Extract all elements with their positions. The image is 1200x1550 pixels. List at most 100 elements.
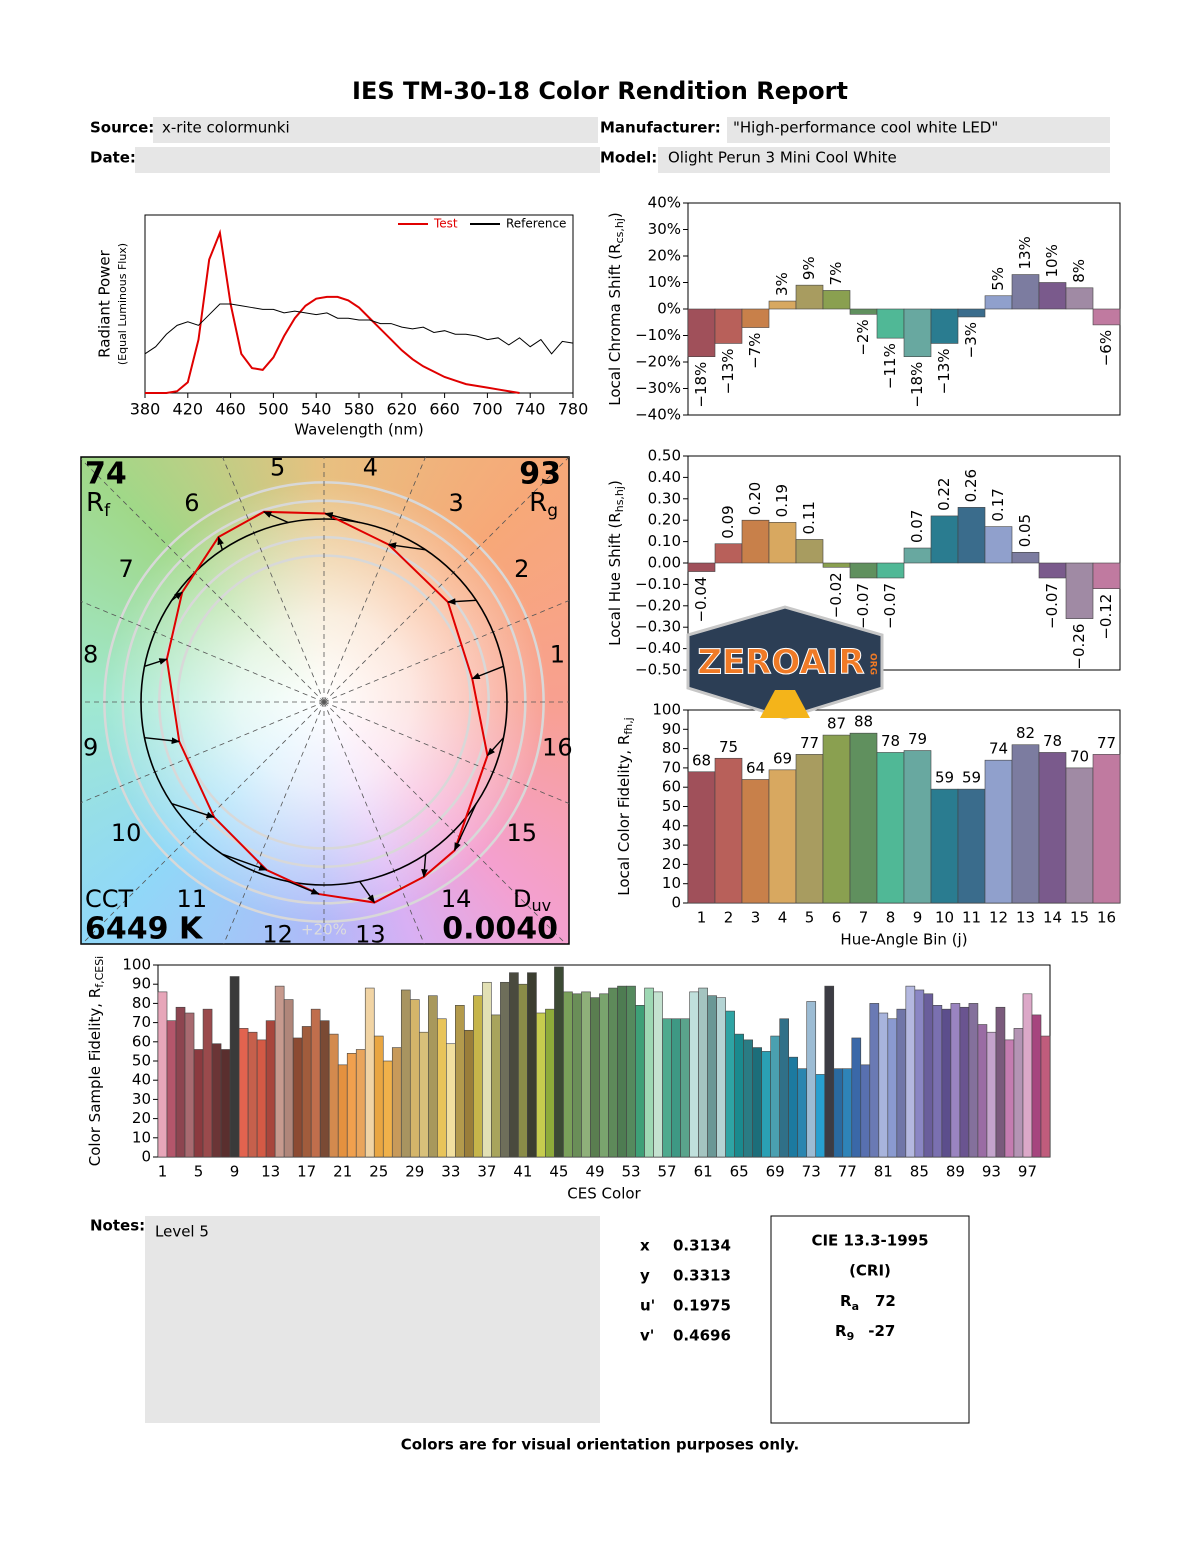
bar xyxy=(437,1018,447,1158)
x-tick-label: 780 xyxy=(558,400,589,419)
x-tick-label: 29 xyxy=(405,1163,424,1181)
bar xyxy=(157,991,168,1158)
bar xyxy=(957,788,986,904)
bin-label: 8 xyxy=(83,641,98,669)
shift-arrow xyxy=(222,853,268,871)
value-label: 0.09 xyxy=(719,505,737,538)
bar xyxy=(849,732,878,904)
bar xyxy=(1038,282,1067,310)
y-tick-label: 20 xyxy=(662,855,681,873)
bar xyxy=(707,995,717,1158)
bar xyxy=(849,308,878,315)
value-label: −13% xyxy=(935,348,953,394)
x-tick-label: 33 xyxy=(441,1163,460,1181)
bin-label: 16 xyxy=(542,733,573,761)
y-tick-label: 100 xyxy=(652,701,681,719)
bar xyxy=(851,1037,862,1158)
bin-label: 11 xyxy=(177,885,208,913)
bar xyxy=(687,562,716,572)
y-tick-label: −20% xyxy=(635,353,681,371)
y-tick-label: 40% xyxy=(648,194,681,212)
x-tick-label: 620 xyxy=(387,400,418,419)
x-tick-label: 660 xyxy=(429,400,460,419)
duv-letter: D xyxy=(513,885,531,913)
shift-arrow xyxy=(144,658,168,667)
bar xyxy=(635,1005,645,1158)
bar xyxy=(238,1028,249,1158)
y-tick-label: 70 xyxy=(132,1013,151,1031)
bar xyxy=(211,1043,222,1158)
value-label: −0.26 xyxy=(1070,624,1088,670)
notes-box xyxy=(145,1216,600,1423)
bar xyxy=(822,562,851,568)
bar xyxy=(364,987,375,1158)
field-value: Olight Perun 3 Mini Cool White xyxy=(668,149,897,167)
value-label: 13% xyxy=(1016,236,1034,269)
bar xyxy=(256,1039,267,1158)
x-tick-label: 77 xyxy=(838,1163,857,1181)
bar xyxy=(930,788,959,904)
x-tick-label: 740 xyxy=(515,400,546,419)
x-tick-label: 540 xyxy=(301,400,332,419)
bar xyxy=(491,1014,501,1158)
bar xyxy=(752,1047,762,1158)
value-label: −0.07 xyxy=(1043,583,1061,629)
y-tick-label: 30 xyxy=(662,836,681,854)
bar xyxy=(274,985,285,1158)
bar xyxy=(743,1039,753,1158)
bar xyxy=(626,985,636,1158)
shift-arrow xyxy=(447,598,477,605)
bar xyxy=(581,991,591,1158)
value-label: 0.17 xyxy=(989,488,1007,521)
label-main: Local Chroma Shift (R xyxy=(606,243,624,405)
chroma-value: 0.3313 xyxy=(673,1267,731,1285)
plot-frame xyxy=(144,214,574,394)
bar xyxy=(1092,754,1121,904)
cri-r9: R9 -27 xyxy=(835,1322,895,1344)
bar xyxy=(382,1060,393,1158)
bar xyxy=(795,539,824,564)
bar xyxy=(1004,1039,1015,1158)
x-tick-label: 21 xyxy=(333,1163,352,1181)
notes-text: Level 5 xyxy=(155,1223,209,1241)
bar xyxy=(941,1008,952,1158)
value-label: 70 xyxy=(1070,747,1089,765)
y-axis-label: Local Color Fidelity, Rfh,j xyxy=(615,717,636,896)
y-tick-label: −10% xyxy=(635,326,681,344)
series-line xyxy=(144,303,574,355)
bin-divider xyxy=(323,701,425,944)
x-tick-label: 10 xyxy=(935,909,954,927)
y-tick-label: 80 xyxy=(132,994,151,1012)
value-label: 79 xyxy=(908,730,927,748)
bar xyxy=(283,999,294,1158)
value-label: 77 xyxy=(1097,734,1116,752)
value-label: −13% xyxy=(719,348,737,394)
y-tick-label: 0.30 xyxy=(648,489,681,507)
cri-box xyxy=(770,1215,970,1424)
x-tick-label: 97 xyxy=(1018,1163,1037,1181)
x-tick-label: 85 xyxy=(910,1163,929,1181)
x-tick-label: 2 xyxy=(724,909,734,927)
bar xyxy=(687,771,716,904)
bar xyxy=(849,562,878,579)
y-tick-label: 0.50 xyxy=(648,447,681,465)
bar xyxy=(644,987,654,1158)
bar xyxy=(741,779,770,904)
ra-value: 72 xyxy=(875,1292,896,1310)
bar xyxy=(725,1010,735,1158)
value-label: 0.20 xyxy=(746,482,764,515)
chroma-label: v' xyxy=(640,1327,654,1345)
bar xyxy=(292,1037,303,1158)
chroma-value: 0.4696 xyxy=(673,1327,731,1345)
bar xyxy=(932,1005,943,1158)
bar xyxy=(741,308,770,328)
bar xyxy=(930,308,959,344)
bar xyxy=(977,1024,988,1158)
shift-arrow xyxy=(387,542,426,551)
label-sub: fh,j xyxy=(622,717,635,734)
x-tick-label: 13 xyxy=(261,1163,280,1181)
y-axis-label: (Equal Luminous Flux) xyxy=(116,243,129,365)
bar xyxy=(806,1001,817,1158)
